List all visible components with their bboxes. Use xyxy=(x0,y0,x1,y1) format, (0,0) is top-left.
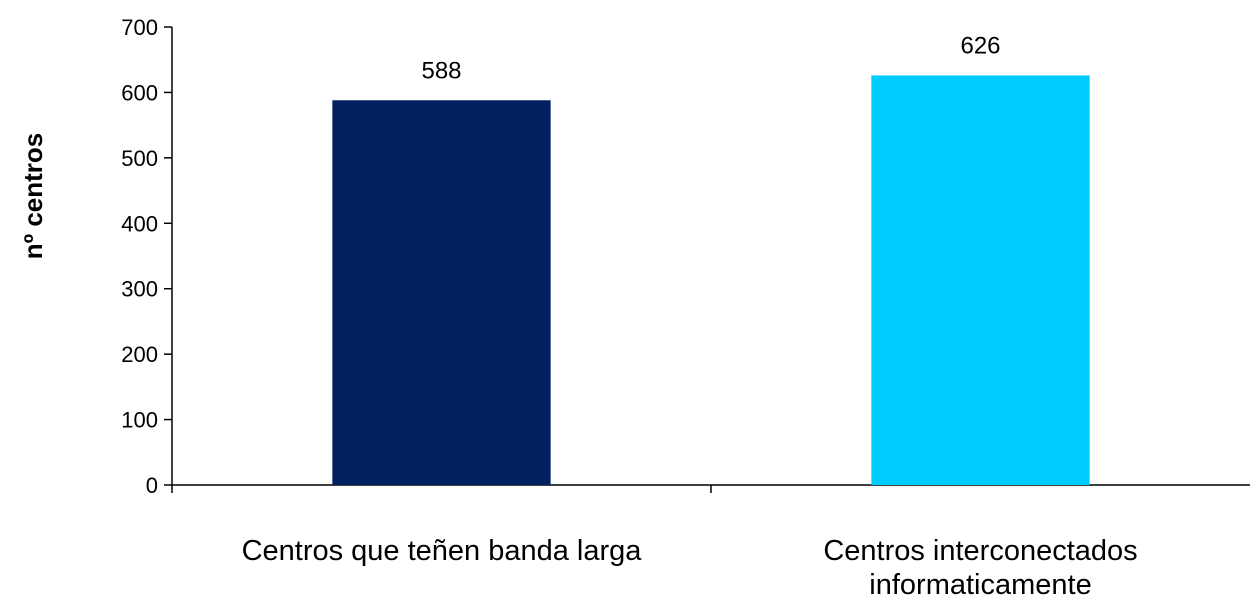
y-tick-label: 0 xyxy=(146,473,158,498)
bar-2 xyxy=(871,75,1090,485)
y-tick-label: 400 xyxy=(121,211,158,236)
x-category-label: informaticamente xyxy=(869,569,1091,600)
data-label-1: 588 xyxy=(421,57,461,84)
data-labels: 588 626 xyxy=(421,32,1000,84)
y-tick-label: 600 xyxy=(121,80,158,105)
y-axis: 0 100 200 300 400 500 600 700 xyxy=(121,15,173,498)
y-tick-label: 200 xyxy=(121,342,158,367)
x-category-label: Centros que teñen banda larga xyxy=(242,535,643,567)
data-label-2: 626 xyxy=(960,32,1000,59)
y-tick-label: 300 xyxy=(121,277,158,302)
bar-1 xyxy=(332,100,551,485)
y-tick-label: 700 xyxy=(121,15,158,40)
x-axis xyxy=(171,484,1250,493)
y-tick-label: 500 xyxy=(121,146,158,171)
x-category-label: Centros interconectados xyxy=(823,535,1137,567)
bars xyxy=(332,75,1090,485)
category-labels: Centros que teñen banda larga Centros int… xyxy=(242,535,1138,600)
y-tick-label: 100 xyxy=(121,408,158,433)
y-axis-title: nº centros xyxy=(18,133,48,260)
